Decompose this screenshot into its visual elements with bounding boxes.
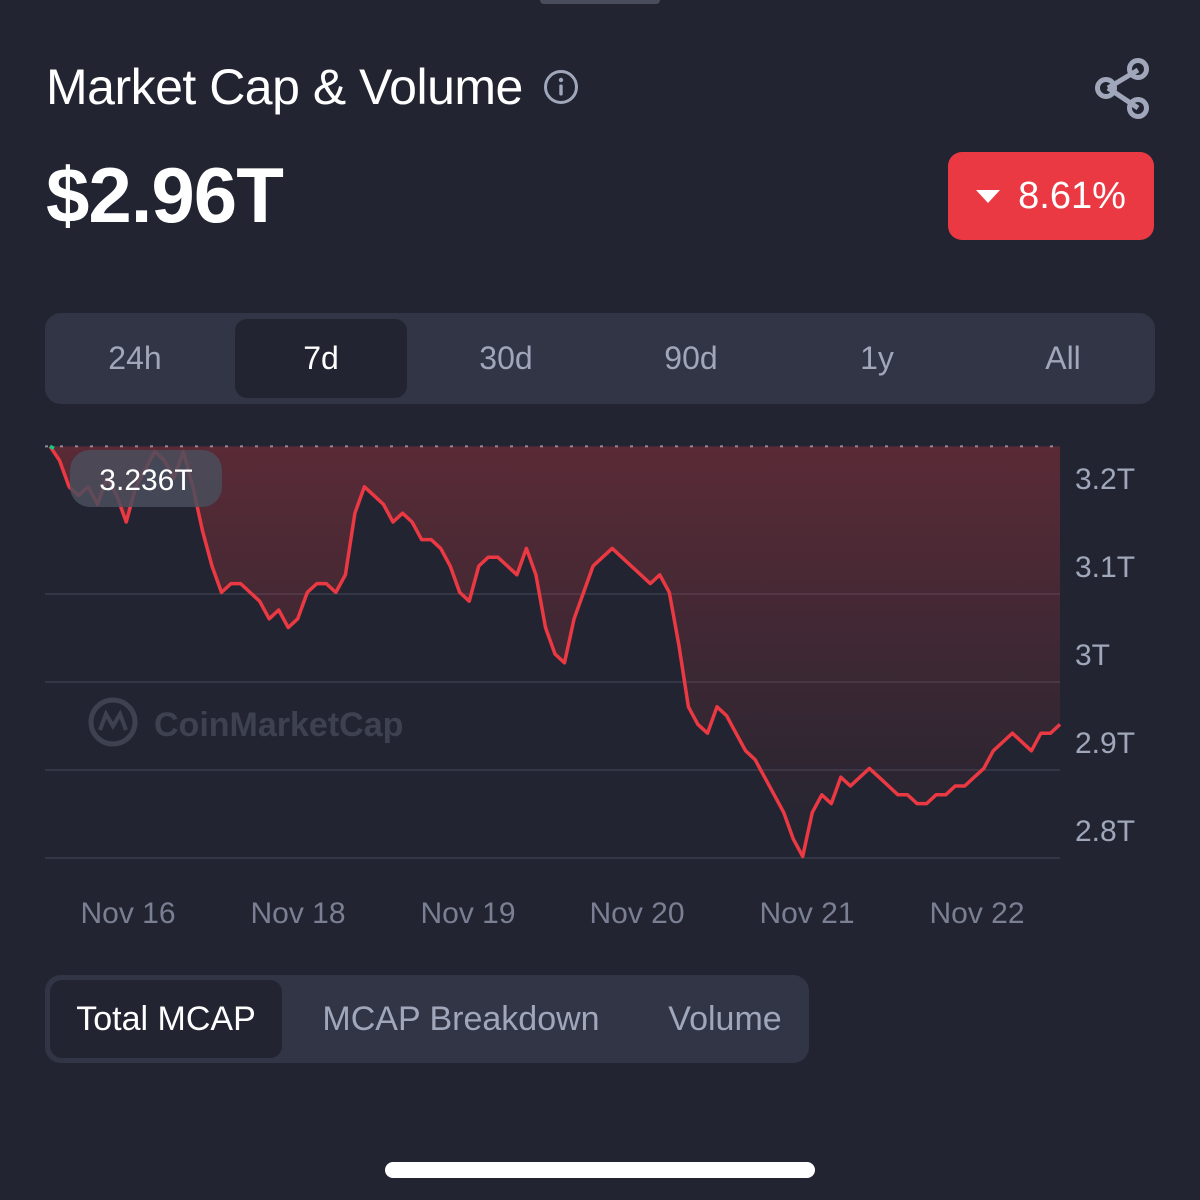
- series-line: [48, 445, 1062, 859]
- watermark-text: CoinMarketCap: [154, 706, 403, 744]
- watermark: CoinMarketCap: [88, 697, 403, 747]
- header: Market Cap & Volume: [46, 58, 579, 116]
- y-tick-label: 2.9T: [1075, 727, 1135, 760]
- tab-total-mcap[interactable]: Total MCAP: [50, 980, 282, 1058]
- top-notch: [540, 0, 660, 4]
- change-badge: 8.61%: [948, 152, 1154, 240]
- x-tick-label: Nov 18: [250, 897, 345, 930]
- tab-all[interactable]: All: [1045, 340, 1081, 376]
- market-cap-chart[interactable]: 3.2T 3.1T 3T 2.9T 2.8T Nov 16 Nov 18 Nov 19 Nov…: [0, 430, 1200, 950]
- total-market-cap-value: $2.96T: [46, 151, 284, 239]
- y-tick-label: 3.1T: [1075, 551, 1135, 584]
- x-tick-label: Nov 20: [589, 897, 684, 930]
- y-tick-label: 2.8T: [1075, 815, 1135, 848]
- tab-1y[interactable]: 1y: [860, 340, 894, 376]
- x-tick-label: Nov 16: [80, 897, 175, 930]
- reference-tooltip: 3.236T: [70, 450, 222, 507]
- tab-volume[interactable]: Volume: [668, 999, 782, 1038]
- tab-90d[interactable]: 90d: [664, 340, 718, 376]
- x-tick-label: Nov 19: [420, 897, 515, 930]
- tab-30d[interactable]: 30d: [479, 340, 533, 376]
- tab-7d[interactable]: 7d: [235, 319, 407, 398]
- metric-tabs: Total MCAP MCAP Breakdown Volume: [45, 975, 809, 1063]
- time-range-tabs: 24h 7d 30d 90d 1y All: [45, 313, 1155, 404]
- reference-value-label: 3.236T: [99, 464, 192, 497]
- caret-down-icon: [976, 189, 1001, 203]
- y-tick-label: 3.2T: [1075, 463, 1135, 496]
- tab-mcap-breakdown[interactable]: MCAP Breakdown: [322, 999, 600, 1038]
- series-start-segment: [49, 444, 55, 450]
- page-title: Market Cap & Volume: [46, 59, 523, 115]
- y-tick-label: 3T: [1075, 639, 1110, 672]
- x-tick-label: Nov 22: [929, 897, 1024, 930]
- info-icon[interactable]: [543, 69, 579, 105]
- tab-24h[interactable]: 24h: [108, 340, 162, 376]
- x-tick-label: Nov 21: [759, 897, 854, 930]
- change-percent: 8.61%: [1018, 174, 1126, 217]
- home-indicator: [385, 1162, 815, 1178]
- share-icon[interactable]: [1094, 58, 1152, 120]
